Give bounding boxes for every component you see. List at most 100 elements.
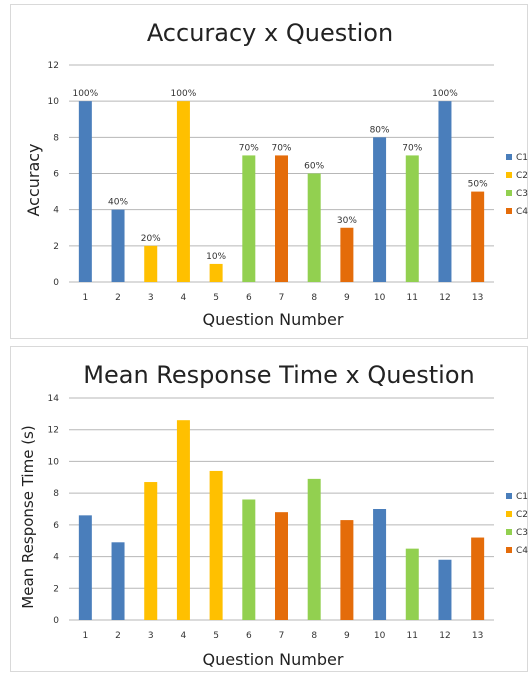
y-tick-label: 14	[48, 394, 60, 404]
legend-label: C1	[516, 153, 528, 163]
bar-question-8	[307, 173, 321, 282]
data-label: 40%	[108, 198, 128, 208]
bar-question-5	[209, 470, 223, 620]
x-tick-label: 13	[472, 293, 483, 303]
bar-question-3	[144, 245, 158, 282]
x-tick-label: 12	[439, 293, 450, 303]
bar-question-10	[373, 137, 387, 282]
y-axis-label: Mean Response Time (s)	[19, 425, 37, 608]
y-tick-label: 12	[48, 426, 59, 436]
data-label: 30%	[337, 216, 357, 226]
y-tick-label: 4	[53, 206, 59, 216]
x-tick-label: 5	[213, 293, 219, 303]
accuracy-chart: Accuracy x Question 100% 40% 20% 100% 10% 70%…	[24, 19, 528, 329]
y-tick-label: 8	[53, 489, 59, 499]
y-tick-label: 4	[53, 553, 59, 563]
bar-question-9	[340, 520, 354, 620]
x-tick-label: 11	[407, 631, 418, 641]
x-tick-label: 9	[344, 631, 350, 641]
data-label: 100%	[72, 89, 98, 99]
bar-question-10	[373, 509, 387, 620]
bar-question-13	[471, 191, 485, 282]
bar-question-13	[471, 537, 485, 620]
data-label: 80%	[370, 125, 390, 135]
x-tick-label: 13	[472, 631, 483, 641]
bar-question-4	[176, 101, 190, 283]
x-tick-label: 8	[311, 631, 317, 641]
legend-swatch	[506, 493, 512, 499]
bar-question-1	[78, 101, 92, 283]
chart-title: Accuracy x Question	[147, 19, 393, 47]
bar-question-1	[78, 515, 92, 620]
data-label: 100%	[432, 89, 458, 99]
bar-question-2	[111, 209, 125, 282]
legend-label: C3	[516, 189, 528, 199]
bar-question-11	[405, 155, 419, 282]
x-tick-label: 2	[115, 631, 121, 641]
data-label: 20%	[141, 234, 161, 244]
bar-question-7	[275, 155, 288, 282]
y-tick-label: 0	[53, 278, 59, 288]
x-tick-label: 7	[279, 631, 285, 641]
x-tick-label: 10	[374, 293, 386, 303]
accuracy-chart-panel: Accuracy x Question 100% 40% 20% 100% 10% 70%…	[10, 4, 528, 339]
x-axis-label: Question Number	[203, 310, 344, 329]
bar-question-6	[242, 499, 256, 620]
bar-question-4	[176, 420, 190, 620]
x-tick-label: 1	[82, 631, 88, 641]
bar-question-12	[438, 101, 452, 283]
x-tick-label: 6	[246, 631, 252, 641]
bar-question-6	[242, 155, 256, 282]
legend-swatch	[506, 547, 512, 553]
bar-question-3	[144, 482, 158, 620]
x-tick-label: 3	[148, 293, 154, 303]
legend-swatch	[506, 529, 512, 535]
legend-swatch	[506, 208, 512, 214]
legend-label: C4	[516, 207, 528, 217]
x-tick-label: 4	[181, 293, 187, 303]
data-label: 70%	[239, 143, 259, 153]
legend-swatch	[506, 154, 512, 160]
x-tick-label: 3	[148, 631, 154, 641]
bar-question-2	[111, 542, 125, 620]
chart-title: Mean Response Time x Question	[83, 361, 474, 389]
x-tick-label: 8	[311, 293, 317, 303]
x-tick-label: 12	[439, 631, 450, 641]
legend-label: C2	[516, 510, 528, 520]
data-label: 70%	[271, 143, 291, 153]
x-tick-label: 2	[115, 293, 121, 303]
x-tick-label: 5	[213, 631, 219, 641]
bar-question-12	[438, 559, 452, 620]
legend-swatch	[506, 511, 512, 517]
bar-question-8	[307, 478, 321, 620]
y-tick-label: 2	[53, 584, 59, 594]
y-axis-label: Accuracy	[24, 143, 43, 216]
data-label: 70%	[402, 143, 422, 153]
bar-question-5	[209, 263, 223, 282]
legend-swatch	[506, 190, 512, 196]
response-time-chart-panel: Mean Response Time x Question 0 2 4 6 8 10 12 1…	[10, 346, 528, 672]
bar-question-11	[405, 548, 419, 620]
bar-question-9	[340, 227, 354, 282]
y-tick-label: 0	[53, 616, 59, 626]
legend-label: C4	[516, 546, 528, 556]
y-tick-label: 10	[48, 97, 60, 107]
bar-question-7	[275, 512, 288, 620]
x-tick-label: 6	[246, 293, 252, 303]
x-tick-label: 11	[407, 293, 418, 303]
y-tick-label: 8	[53, 133, 59, 143]
y-tick-label: 10	[48, 457, 60, 467]
data-label: 10%	[206, 252, 226, 262]
data-label: 100%	[171, 89, 197, 99]
response-time-chart: Mean Response Time x Question 0246810121…	[19, 361, 528, 669]
y-tick-label: 6	[53, 521, 59, 531]
x-tick-label: 10	[374, 631, 386, 641]
legend-label: C3	[516, 528, 528, 538]
legend-swatch	[506, 172, 512, 178]
data-label: 50%	[468, 180, 488, 190]
x-axis-label: Question Number	[203, 650, 344, 669]
legend-label: C1	[516, 492, 528, 502]
data-label: 60%	[304, 162, 324, 172]
x-tick-label: 9	[344, 293, 350, 303]
x-tick-label: 1	[82, 293, 88, 303]
